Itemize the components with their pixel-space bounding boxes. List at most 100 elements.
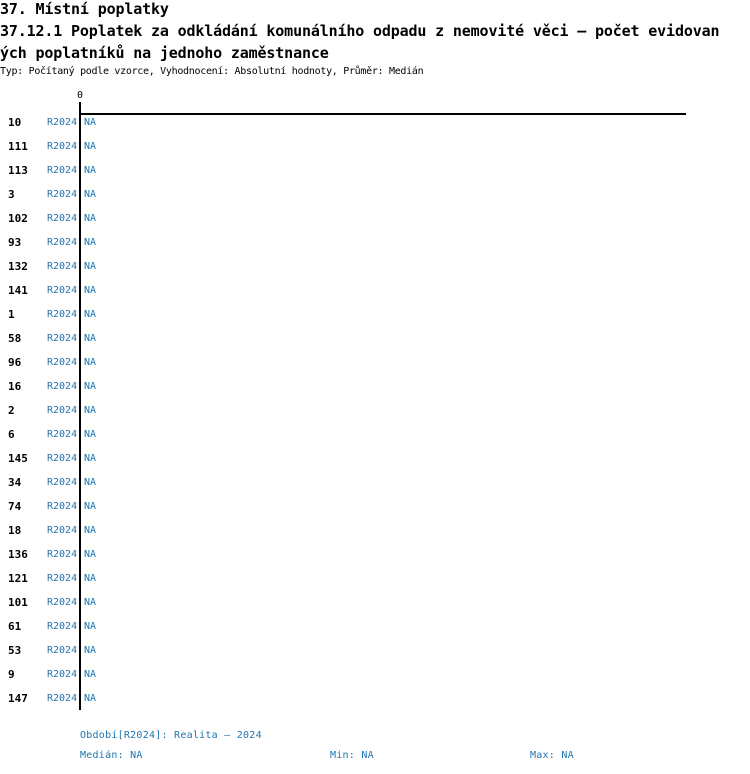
chart-row: 102 R2024 NA xyxy=(0,213,750,225)
row-value-label: NA xyxy=(84,621,97,632)
chart-row: 16 R2024 NA xyxy=(0,381,750,393)
chart-row: 74 R2024 NA xyxy=(0,501,750,513)
row-category-label: 113 xyxy=(8,164,28,177)
chart-row: 147 R2024 NA xyxy=(0,693,750,705)
row-value-label: NA xyxy=(84,381,97,392)
chart-row: 96 R2024 NA xyxy=(0,357,750,369)
row-category-label: 9 xyxy=(8,668,15,681)
row-value-label: NA xyxy=(84,501,97,512)
row-series-label: R2024 xyxy=(47,453,78,464)
row-category-label: 96 xyxy=(8,356,22,369)
row-value-label: NA xyxy=(84,693,97,704)
row-series-label: R2024 xyxy=(47,621,78,632)
row-category-label: 34 xyxy=(8,476,22,489)
chart-row: 101 R2024 NA xyxy=(0,597,750,609)
row-series-label: R2024 xyxy=(47,213,78,224)
row-value-label: NA xyxy=(84,405,97,416)
row-category-label: 147 xyxy=(8,692,28,705)
x-axis-tick-mark xyxy=(79,102,81,113)
row-value-label: NA xyxy=(84,213,97,224)
chart-row: 111 R2024 NA xyxy=(0,141,750,153)
row-category-label: 145 xyxy=(8,452,28,465)
row-series-label: R2024 xyxy=(47,357,78,368)
row-series-label: R2024 xyxy=(47,285,78,296)
row-series-label: R2024 xyxy=(47,261,78,272)
chart-row: 136 R2024 NA xyxy=(0,549,750,561)
row-series-label: R2024 xyxy=(47,693,78,704)
row-series-label: R2024 xyxy=(47,549,78,560)
row-series-label: R2024 xyxy=(47,573,78,584)
row-category-label: 74 xyxy=(8,500,22,513)
row-category-label: 1 xyxy=(8,308,15,321)
row-value-label: NA xyxy=(84,453,97,464)
row-value-label: NA xyxy=(84,309,97,320)
row-category-label: 3 xyxy=(8,188,15,201)
chart-row: 141 R2024 NA xyxy=(0,285,750,297)
row-series-label: R2024 xyxy=(47,669,78,680)
row-value-label: NA xyxy=(84,669,97,680)
row-category-label: 101 xyxy=(8,596,28,609)
row-series-label: R2024 xyxy=(47,141,78,152)
chart-row: 9 R2024 NA xyxy=(0,669,750,681)
chart-row: 10 R2024 NA xyxy=(0,117,750,129)
row-value-label: NA xyxy=(84,357,97,368)
row-value-label: NA xyxy=(84,165,97,176)
chart-meta-info: Typ: Počítaný podle vzorce, Vyhodnocení:… xyxy=(0,66,424,77)
chart-row: 121 R2024 NA xyxy=(0,573,750,585)
row-series-label: R2024 xyxy=(47,597,78,608)
row-category-label: 61 xyxy=(8,620,22,633)
row-value-label: NA xyxy=(84,573,97,584)
row-value-label: NA xyxy=(84,429,97,440)
row-series-label: R2024 xyxy=(47,477,78,488)
chart-row: 34 R2024 NA xyxy=(0,477,750,489)
y-axis-line xyxy=(79,113,81,710)
footer-min-stat: Min: NA xyxy=(330,750,374,761)
row-value-label: NA xyxy=(84,189,97,200)
row-value-label: NA xyxy=(84,525,97,536)
row-value-label: NA xyxy=(84,477,97,488)
row-value-label: NA xyxy=(84,285,97,296)
row-value-label: NA xyxy=(84,333,97,344)
row-value-label: NA xyxy=(84,141,97,152)
row-category-label: 136 xyxy=(8,548,28,561)
row-category-label: 2 xyxy=(8,404,15,417)
row-category-label: 102 xyxy=(8,212,28,225)
row-value-label: NA xyxy=(84,549,97,560)
chart-row: 58 R2024 NA xyxy=(0,333,750,345)
chart-row: 3 R2024 NA xyxy=(0,189,750,201)
row-series-label: R2024 xyxy=(47,501,78,512)
row-category-label: 141 xyxy=(8,284,28,297)
footer-max-stat: Max: NA xyxy=(530,750,574,761)
chart-row: 6 R2024 NA xyxy=(0,429,750,441)
chart-row: 2 R2024 NA xyxy=(0,405,750,417)
row-value-label: NA xyxy=(84,597,97,608)
row-series-label: R2024 xyxy=(47,405,78,416)
row-series-label: R2024 xyxy=(47,333,78,344)
chart-row: 132 R2024 NA xyxy=(0,261,750,273)
row-series-label: R2024 xyxy=(47,645,78,656)
row-category-label: 10 xyxy=(8,116,22,129)
row-category-label: 132 xyxy=(8,260,28,273)
row-category-label: 16 xyxy=(8,380,22,393)
chart-row: 145 R2024 NA xyxy=(0,453,750,465)
row-series-label: R2024 xyxy=(47,525,78,536)
row-category-label: 6 xyxy=(8,428,15,441)
row-value-label: NA xyxy=(84,117,97,128)
chart-title: 37. Místní poplatky xyxy=(0,0,169,18)
row-category-label: 121 xyxy=(8,572,28,585)
chart-row: 53 R2024 NA xyxy=(0,645,750,657)
chart-subtitle-line2: ých poplatníků na jednoho zaměstnance xyxy=(0,44,329,62)
row-category-label: 18 xyxy=(8,524,22,537)
chart-row: 113 R2024 NA xyxy=(0,165,750,177)
chart-subtitle-line1: 37.12.1 Poplatek za odkládání komunálníh… xyxy=(0,22,720,40)
row-value-label: NA xyxy=(84,237,97,248)
row-category-label: 111 xyxy=(8,140,28,153)
row-value-label: NA xyxy=(84,261,97,272)
row-value-label: NA xyxy=(84,645,97,656)
x-axis-line xyxy=(79,113,686,115)
footer-period-label: Období[R2024]: Realita – 2024 xyxy=(80,730,262,741)
row-series-label: R2024 xyxy=(47,237,78,248)
footer-median-stat: Medián: NA xyxy=(80,750,143,761)
row-series-label: R2024 xyxy=(47,429,78,440)
